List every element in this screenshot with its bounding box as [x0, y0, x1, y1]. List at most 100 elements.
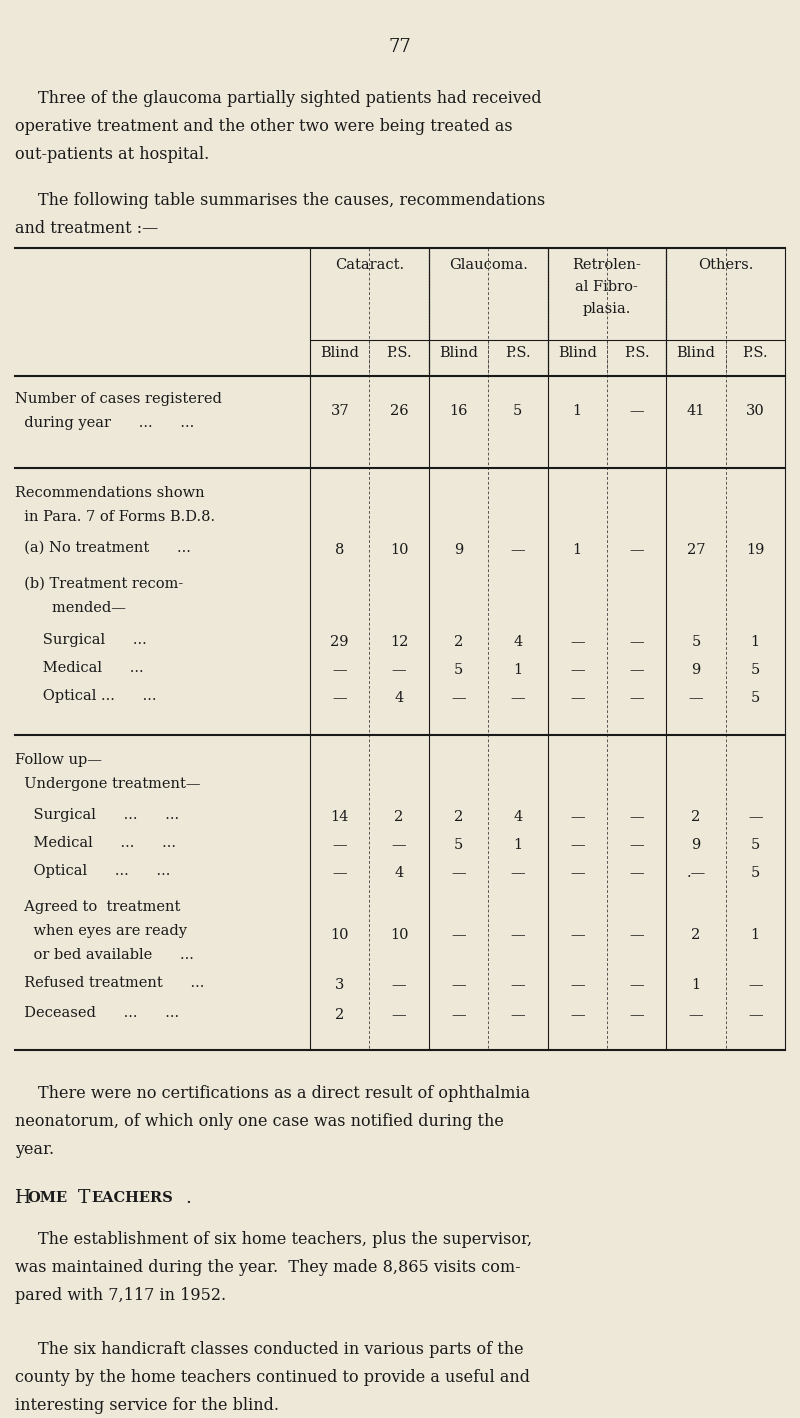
Text: 4: 4 — [513, 810, 522, 824]
Text: 2: 2 — [394, 810, 404, 824]
Text: There were no certifications as a direct result of ophthalmia: There were no certifications as a direct… — [38, 1085, 530, 1102]
Text: Blind: Blind — [677, 346, 715, 360]
Text: out-patients at hospital.: out-patients at hospital. — [15, 146, 210, 163]
Text: T: T — [72, 1190, 90, 1207]
Text: Blind: Blind — [558, 346, 597, 360]
Text: EACHERS: EACHERS — [91, 1191, 173, 1205]
Text: 1: 1 — [573, 543, 582, 557]
Text: plasia.: plasia. — [582, 302, 631, 316]
Text: 12: 12 — [390, 635, 408, 649]
Text: —: — — [510, 691, 525, 705]
Text: P.S.: P.S. — [742, 346, 768, 360]
Text: 10: 10 — [330, 927, 349, 942]
Text: (a) No treatment      ...: (a) No treatment ... — [15, 542, 191, 554]
Text: 5: 5 — [750, 691, 760, 705]
Text: 9: 9 — [454, 543, 463, 557]
Text: —: — — [332, 866, 347, 881]
Text: 16: 16 — [449, 404, 468, 418]
Text: 10: 10 — [390, 927, 408, 942]
Text: 4: 4 — [394, 691, 404, 705]
Text: 3: 3 — [335, 978, 344, 993]
Text: interesting service for the blind.: interesting service for the blind. — [15, 1397, 279, 1414]
Text: H: H — [15, 1190, 31, 1207]
Text: year.: year. — [15, 1141, 54, 1159]
Text: 1: 1 — [514, 664, 522, 676]
Text: —: — — [689, 1008, 703, 1022]
Text: The six handicraft classes conducted in various parts of the: The six handicraft classes conducted in … — [38, 1341, 524, 1358]
Text: 9: 9 — [691, 664, 701, 676]
Text: 5: 5 — [750, 866, 760, 881]
Text: 1: 1 — [691, 978, 701, 993]
Text: operative treatment and the other two were being treated as: operative treatment and the other two we… — [15, 118, 513, 135]
Text: —: — — [392, 1008, 406, 1022]
Text: 5: 5 — [454, 664, 463, 676]
Text: Blind: Blind — [320, 346, 359, 360]
Text: Undergone treatment—: Undergone treatment— — [15, 777, 201, 791]
Text: 5: 5 — [750, 664, 760, 676]
Text: Agreed to  treatment: Agreed to treatment — [15, 900, 180, 915]
Text: —: — — [570, 810, 585, 824]
Text: —: — — [570, 664, 585, 676]
Text: Follow up—: Follow up— — [15, 753, 102, 767]
Text: Deceased      ...      ...: Deceased ... ... — [15, 1005, 179, 1020]
Text: —: — — [630, 838, 644, 852]
Text: Others.: Others. — [698, 258, 754, 272]
Text: —: — — [570, 1008, 585, 1022]
Text: 5: 5 — [691, 635, 701, 649]
Text: 26: 26 — [390, 404, 408, 418]
Text: 1: 1 — [573, 404, 582, 418]
Text: —: — — [510, 927, 525, 942]
Text: 2: 2 — [335, 1008, 344, 1022]
Text: —: — — [630, 543, 644, 557]
Text: —: — — [630, 635, 644, 649]
Text: 27: 27 — [686, 543, 705, 557]
Text: 10: 10 — [390, 543, 408, 557]
Text: was maintained during the year.  They made 8,865 visits com-: was maintained during the year. They mad… — [15, 1259, 521, 1276]
Text: —: — — [630, 404, 644, 418]
Text: —: — — [570, 635, 585, 649]
Text: —: — — [332, 838, 347, 852]
Text: Cataract.: Cataract. — [335, 258, 404, 272]
Text: OME: OME — [27, 1191, 67, 1205]
Text: The following table summarises the causes, recommendations: The following table summarises the cause… — [38, 191, 546, 208]
Text: —: — — [630, 664, 644, 676]
Text: Medical      ...      ...: Medical ... ... — [15, 837, 176, 849]
Text: Glaucoma.: Glaucoma. — [449, 258, 527, 272]
Text: 4: 4 — [513, 635, 522, 649]
Text: Optical      ...      ...: Optical ... ... — [15, 864, 170, 878]
Text: Optical ...      ...: Optical ... ... — [15, 689, 157, 703]
Text: 1: 1 — [514, 838, 522, 852]
Text: —: — — [570, 927, 585, 942]
Text: 2: 2 — [691, 810, 701, 824]
Text: Three of the glaucoma partially sighted patients had received: Three of the glaucoma partially sighted … — [38, 89, 542, 106]
Text: —: — — [392, 978, 406, 993]
Text: —: — — [451, 1008, 466, 1022]
Text: —: — — [630, 978, 644, 993]
Text: —: — — [630, 691, 644, 705]
Text: 5: 5 — [750, 838, 760, 852]
Text: —: — — [630, 810, 644, 824]
Text: 37: 37 — [330, 404, 349, 418]
Text: —: — — [748, 810, 762, 824]
Text: when eyes are ready: when eyes are ready — [15, 925, 187, 937]
Text: 29: 29 — [330, 635, 349, 649]
Text: 41: 41 — [686, 404, 705, 418]
Text: —: — — [451, 866, 466, 881]
Text: (b) Treatment recom-: (b) Treatment recom- — [15, 577, 183, 591]
Text: P.S.: P.S. — [624, 346, 650, 360]
Text: Surgical      ...      ...: Surgical ... ... — [15, 808, 179, 822]
Text: —: — — [451, 927, 466, 942]
Text: —: — — [451, 978, 466, 993]
Text: 5: 5 — [513, 404, 522, 418]
Text: —: — — [570, 691, 585, 705]
Text: county by the home teachers continued to provide a useful and: county by the home teachers continued to… — [15, 1368, 530, 1385]
Text: 4: 4 — [394, 866, 404, 881]
Text: Recommendations shown: Recommendations shown — [15, 486, 205, 501]
Text: Medical      ...: Medical ... — [15, 661, 144, 675]
Text: —: — — [630, 1008, 644, 1022]
Text: and treatment :—: and treatment :— — [15, 220, 158, 237]
Text: 8: 8 — [335, 543, 344, 557]
Text: —: — — [510, 866, 525, 881]
Text: 14: 14 — [330, 810, 349, 824]
Text: Surgical      ...: Surgical ... — [15, 632, 146, 647]
